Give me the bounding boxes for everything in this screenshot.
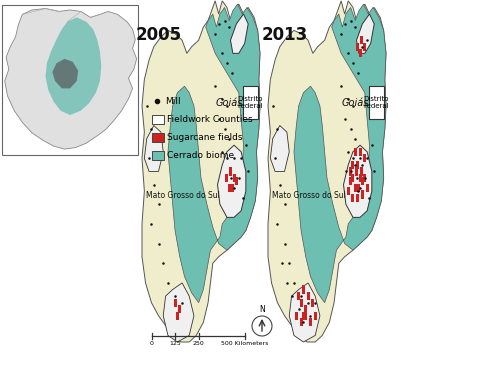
Bar — [354, 148, 357, 156]
Bar — [2, 5, 138, 155]
Polygon shape — [270, 125, 289, 171]
Polygon shape — [46, 17, 102, 115]
Bar — [361, 177, 364, 185]
Bar — [314, 312, 316, 320]
Bar — [355, 167, 358, 175]
Bar — [352, 161, 354, 169]
Polygon shape — [289, 283, 320, 342]
Bar — [178, 305, 181, 313]
Bar — [152, 115, 164, 124]
Bar — [309, 318, 312, 326]
Text: N: N — [259, 305, 265, 314]
Text: Mill: Mill — [165, 97, 180, 105]
Bar — [358, 174, 362, 182]
Bar — [306, 292, 310, 300]
Text: Fieldwork Counties: Fieldwork Counties — [167, 115, 252, 124]
Text: Goiás: Goiás — [341, 98, 368, 108]
Bar — [152, 151, 164, 160]
Polygon shape — [344, 145, 372, 217]
Bar — [232, 174, 235, 182]
Polygon shape — [218, 145, 246, 217]
Bar — [312, 299, 314, 307]
Bar — [360, 167, 362, 175]
Text: Mato Grosso do Sul: Mato Grosso do Sul — [272, 191, 345, 200]
Bar — [302, 285, 305, 294]
FancyBboxPatch shape — [244, 86, 258, 119]
Bar — [174, 299, 176, 307]
Polygon shape — [52, 59, 78, 88]
Bar — [358, 49, 362, 57]
Bar — [235, 177, 238, 185]
Text: 2013: 2013 — [262, 26, 308, 44]
Bar — [358, 184, 360, 192]
Bar — [302, 312, 305, 320]
Text: 500 Kilometers: 500 Kilometers — [222, 341, 268, 346]
Bar — [356, 194, 359, 202]
Polygon shape — [294, 4, 386, 303]
Text: 2005: 2005 — [136, 26, 182, 44]
Text: 0: 0 — [150, 341, 154, 346]
Polygon shape — [142, 1, 260, 342]
Bar — [364, 43, 366, 51]
Text: Distrito
Federal: Distrito Federal — [238, 96, 264, 109]
Bar — [304, 305, 307, 313]
Polygon shape — [230, 14, 248, 53]
Polygon shape — [4, 9, 136, 149]
Bar — [352, 194, 354, 202]
Bar — [300, 299, 302, 307]
Bar — [361, 190, 364, 198]
Bar — [232, 184, 234, 192]
Bar — [229, 167, 232, 175]
Polygon shape — [163, 283, 194, 342]
Polygon shape — [168, 4, 260, 303]
Polygon shape — [356, 14, 374, 53]
FancyBboxPatch shape — [370, 86, 384, 119]
Bar — [226, 174, 228, 182]
Bar — [347, 187, 350, 195]
Text: Distrito
Federal: Distrito Federal — [364, 96, 390, 109]
Bar — [366, 184, 368, 192]
Bar — [349, 177, 352, 185]
Text: Goiás: Goiás — [215, 98, 242, 108]
Bar — [356, 161, 359, 169]
Bar — [295, 312, 298, 320]
Text: Cerrado biome: Cerrado biome — [167, 151, 234, 160]
Bar — [352, 174, 354, 182]
Text: Mato Grosso do Sul: Mato Grosso do Sul — [146, 191, 220, 200]
Bar — [354, 184, 357, 192]
Bar — [228, 184, 231, 192]
Bar — [360, 36, 362, 44]
Bar — [364, 174, 366, 182]
Bar — [304, 312, 307, 320]
Text: Sugarcane fields: Sugarcane fields — [167, 133, 242, 142]
Bar — [152, 133, 164, 142]
Bar — [176, 312, 179, 320]
Bar — [358, 148, 362, 156]
Polygon shape — [144, 125, 163, 171]
Bar — [300, 318, 302, 326]
Text: 125: 125 — [170, 341, 181, 346]
Bar — [349, 167, 352, 175]
Bar — [356, 43, 359, 51]
Bar — [297, 292, 300, 300]
Polygon shape — [268, 1, 386, 342]
Text: 250: 250 — [192, 341, 204, 346]
Bar — [364, 154, 366, 162]
